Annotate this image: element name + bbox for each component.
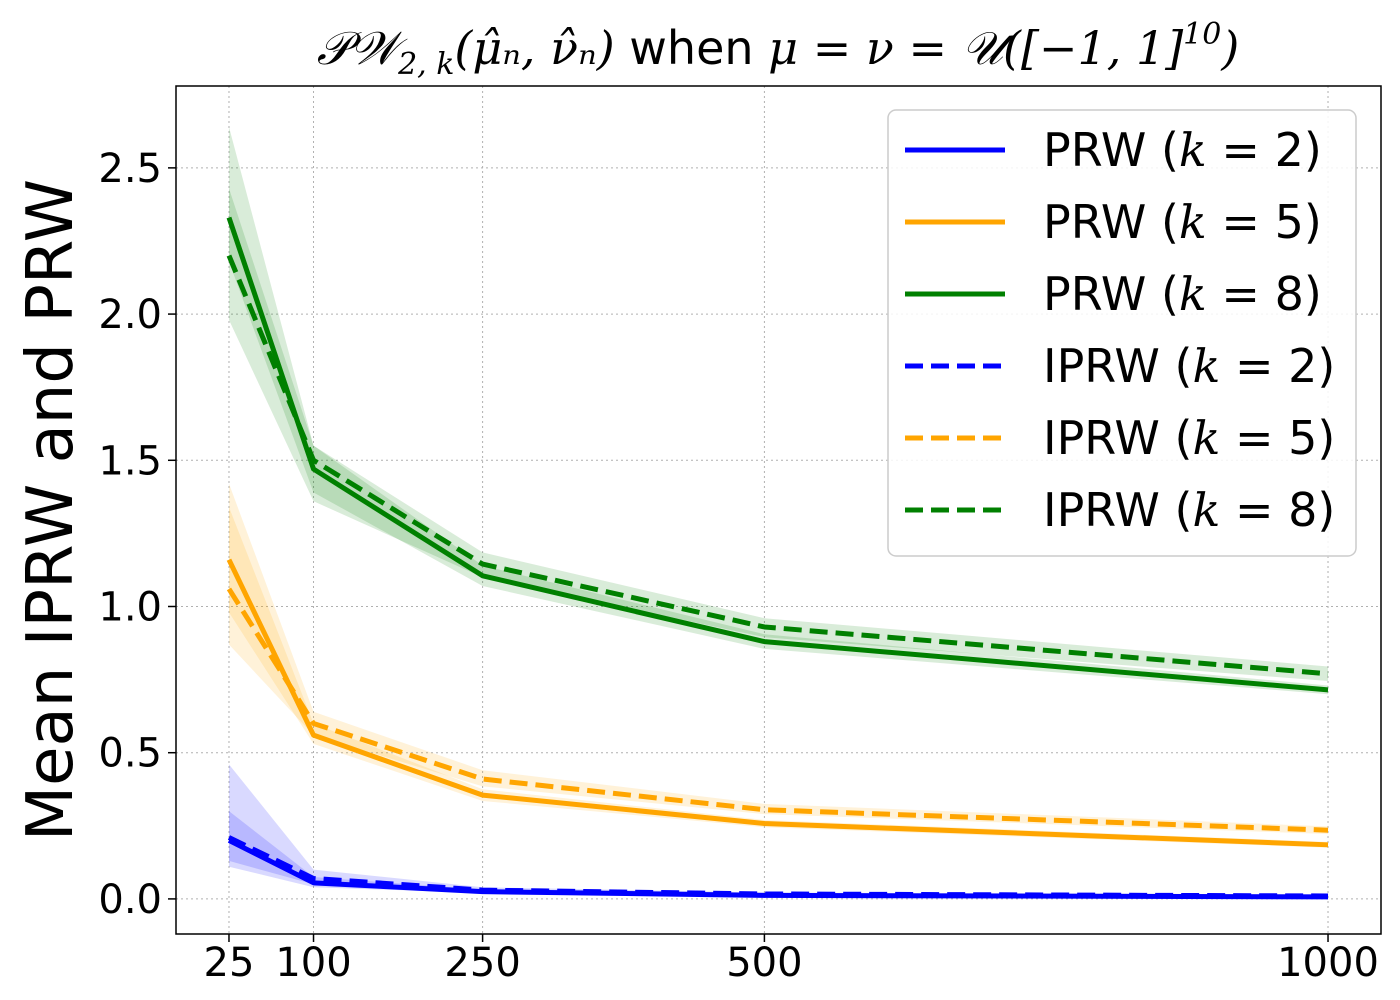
legend-paren-close: ): [1317, 483, 1335, 537]
y-tick-label: 0.5: [98, 731, 162, 777]
series-lines: [226, 216, 1329, 900]
legend-paren-close: ): [1304, 267, 1322, 321]
legend-paren-close: ): [1317, 339, 1335, 393]
legend-series-name: IPRW: [1043, 483, 1160, 537]
legend-eq: =: [1220, 483, 1288, 537]
legend-k-symbol: k: [1192, 483, 1220, 537]
y-tick-label: 2.0: [98, 292, 162, 338]
legend-k-value: 5: [1275, 195, 1304, 249]
legend-paren-open: (: [1160, 339, 1193, 393]
legend-series-name: PRW: [1043, 267, 1146, 321]
legend-series-name: IPRW: [1043, 339, 1160, 393]
legend-paren-close: ): [1304, 195, 1322, 249]
legend-k-value: 5: [1288, 411, 1317, 465]
legend-paren-open: (: [1146, 195, 1179, 249]
y-tick-label: 2.5: [98, 146, 162, 192]
grid: [176, 86, 1381, 934]
x-tick-label: 1000: [1277, 940, 1379, 986]
y-tick-label: 0.0: [98, 877, 162, 923]
chart-title: 𝒫𝒲2, k(μ̂ₙ, ν̂ₙ) when μ = ν = 𝒰([−1, 1]1…: [317, 17, 1240, 82]
legend-k-symbol: k: [1179, 123, 1207, 177]
title-cond: μ = ν = 𝒰([−1, 1]: [768, 21, 1183, 75]
legend-items: PRW (k = 2)PRW (k = 5)PRW (k = 8)IPRW (k…: [905, 123, 1335, 537]
x-tick-label: 25: [204, 940, 255, 986]
title-when: when: [615, 21, 768, 75]
legend-paren-open: (: [1146, 267, 1179, 321]
legend-paren-close: ): [1317, 411, 1335, 465]
legend-paren-open: (: [1146, 123, 1179, 177]
x-tick-label: 250: [444, 940, 520, 986]
legend-label: IPRW (k = 8): [1043, 483, 1335, 537]
legend-series-name: PRW: [1043, 195, 1146, 249]
y-axis: 0.0 0.5 1.0 1.5 2.0 2.5: [98, 146, 176, 923]
legend-k-value: 8: [1275, 267, 1304, 321]
legend-eq: =: [1207, 195, 1275, 249]
legend-label: PRW (k = 5): [1043, 195, 1322, 249]
legend: PRW (k = 2)PRW (k = 5)PRW (k = 8)IPRW (k…: [887, 109, 1357, 557]
legend-paren-open: (: [1160, 483, 1193, 537]
y-axis-label: Mean IPRW and PRW: [14, 179, 88, 841]
plot-frame: [175, 85, 1382, 935]
legend-k-value: 2: [1288, 339, 1317, 393]
legend-eq: =: [1207, 267, 1275, 321]
legend-label: IPRW (k = 5): [1043, 411, 1335, 465]
line-iprw-k5: [226, 587, 1329, 833]
title-args: (μ̂ₙ, ν̂ₙ): [454, 21, 614, 75]
legend-label: IPRW (k = 2): [1043, 339, 1335, 393]
line-iprw-k8: [226, 254, 1329, 677]
legend-k-value: 2: [1275, 123, 1304, 177]
legend-paren-close: ): [1304, 123, 1322, 177]
y-tick-label: 1.5: [98, 438, 162, 484]
legend-k-value: 8: [1288, 483, 1317, 537]
legend-k-symbol: k: [1179, 195, 1207, 249]
legend-eq: =: [1220, 411, 1288, 465]
legend-series-name: IPRW: [1043, 411, 1160, 465]
legend-k-symbol: k: [1179, 267, 1207, 321]
y-tick-label: 1.0: [98, 584, 162, 630]
line-iprw-k2: [227, 835, 1329, 899]
legend-eq: =: [1220, 339, 1288, 393]
x-axis: 25 100 250 500 1000: [204, 934, 1379, 986]
legend-series-name: PRW: [1043, 123, 1146, 177]
title-sup: 10: [1183, 17, 1221, 52]
x-tick-label: 100: [275, 940, 351, 986]
title-pre: 𝒫𝒲: [317, 21, 408, 75]
legend-eq: =: [1207, 123, 1275, 177]
legend-k-symbol: k: [1192, 339, 1220, 393]
line-prw-k8: [226, 216, 1329, 693]
title-sub: 2, k: [397, 47, 454, 82]
legend-label: PRW (k = 8): [1043, 267, 1322, 321]
legend-paren-open: (: [1160, 411, 1193, 465]
x-tick-label: 500: [726, 940, 802, 986]
title-close: ): [1220, 21, 1239, 75]
legend-k-symbol: k: [1192, 411, 1220, 465]
legend-label: PRW (k = 2): [1043, 123, 1322, 177]
